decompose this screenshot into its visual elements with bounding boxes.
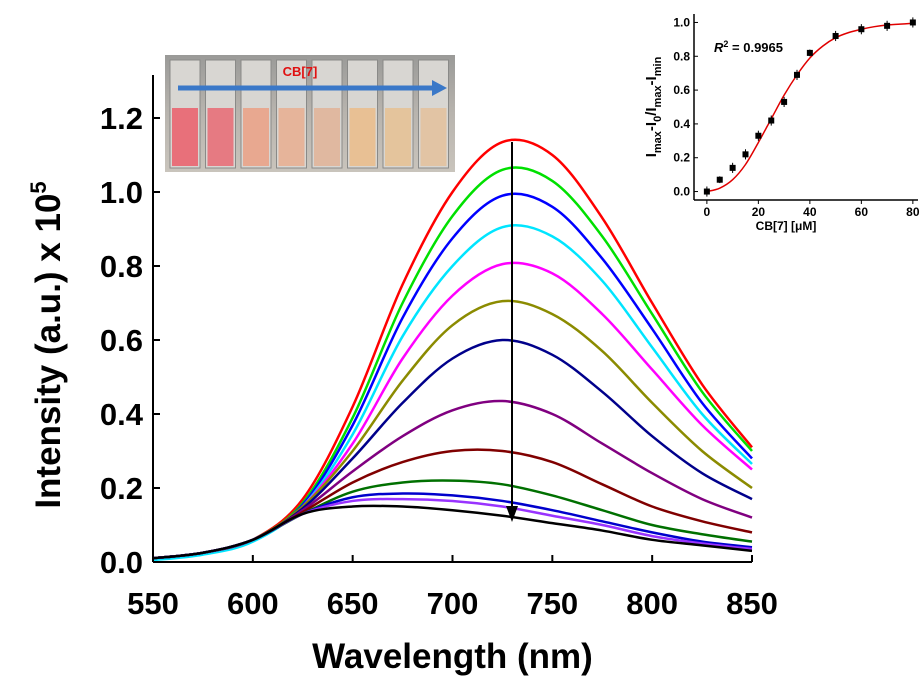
vial-liquid [314,108,340,166]
y-tick-label: 0.0 [100,545,143,580]
data-point [742,151,749,158]
data-point [716,176,723,183]
spectrum-line [152,492,753,560]
inset-y-tick-label: 1.0 [673,15,690,29]
y-tick-label: 1.0 [100,175,143,210]
vial-liquid [172,108,198,166]
y-tick-label: 0.2 [100,471,143,506]
x-tick-label: 750 [526,586,578,621]
spectrum-line [152,192,753,560]
x-tick-label: 650 [327,586,379,621]
vial-liquid [278,108,305,166]
data-point [806,49,813,56]
annotation-superscript: 2 [723,39,728,49]
data-point [755,132,762,139]
data-point [793,71,800,78]
inset-y-tick-label: 0.2 [673,151,690,165]
vial-liquid [207,108,234,166]
inset-x-tick-label: 20 [752,205,766,219]
y-axis-label: Intensity (a.u.) x 105 [26,181,68,508]
inset-y-tick-label: 0.0 [673,185,690,199]
y-axis-label-exponent: 5 [26,181,51,193]
inset-y-tick-label: 0.4 [673,117,690,131]
inset-y-label-part: -I [643,76,660,85]
inset-y-label-part: I [643,153,660,157]
vial-photo: CB[7] [165,55,455,172]
x-tick-label: 700 [427,586,479,621]
vial-liquid [385,108,411,166]
x-tick-label: 850 [726,586,778,621]
inset-y-label-subscript: 0 [652,116,664,122]
data-point [858,26,865,33]
annotation-value: = 0.9965 [728,40,783,55]
inset-x-tick-label: 0 [704,205,711,219]
inset-y-label-subscript: max [652,85,664,108]
data-point [781,98,788,105]
vial-liquid [243,108,269,166]
y-tick-label: 0.4 [100,397,144,432]
data-point [909,19,916,26]
spectrum-line [152,299,753,560]
spectrum-line [152,497,753,560]
x-axis-label: Wavelength (nm) [312,637,593,676]
data-point [884,22,891,29]
inset-y-tick-label: 0.8 [673,49,690,63]
inset-y-label-subscript: min [652,56,664,76]
data-point [768,117,775,124]
inset-x-tick-label: 60 [855,205,869,219]
inset-x-tick-label: 40 [803,205,817,219]
inset-x-tick-label: 80 [906,205,920,219]
spectrum-line [152,338,753,560]
y-tick-label: 0.8 [100,249,143,284]
vials [169,59,449,169]
inset-y-label-part: -I [643,122,660,131]
data-point [703,188,710,195]
trend-arrowhead [506,506,518,522]
vial-liquid [349,108,376,166]
vial-liquid [420,108,447,166]
annotation-r: R [714,40,724,55]
data-point [729,164,736,171]
photo-arrowhead [432,80,447,96]
inset-y-axis-label: Imax-I0/Imax-Imin [643,56,664,157]
y-tick-label: 0.6 [100,323,143,358]
x-tick-label: 800 [626,586,678,621]
inset-y-tick-label: 0.6 [673,83,690,97]
photo-label: CB[7] [283,64,318,79]
data-point [832,32,839,39]
spectrum-line [152,504,753,560]
x-tick-label: 550 [127,586,179,621]
inset-x-axis-label: CB[7] [μM] [756,219,817,233]
fit-line [706,22,913,193]
inset-y-label-subscript: max [652,130,664,153]
y-tick-label: 1.2 [100,101,143,136]
inset-y-label-part: /I [643,107,660,115]
main-plot: 0.0 0.2 0.4 0.6 0.8 1.0 1.2 550 600 650 700 750 800 8… [26,75,778,676]
x-tick-label: 600 [227,586,279,621]
fit-annotation: R2 = 0.9965 [714,39,783,55]
y-axis-label-base: Intensity (a.u.) x 10 [29,194,68,509]
